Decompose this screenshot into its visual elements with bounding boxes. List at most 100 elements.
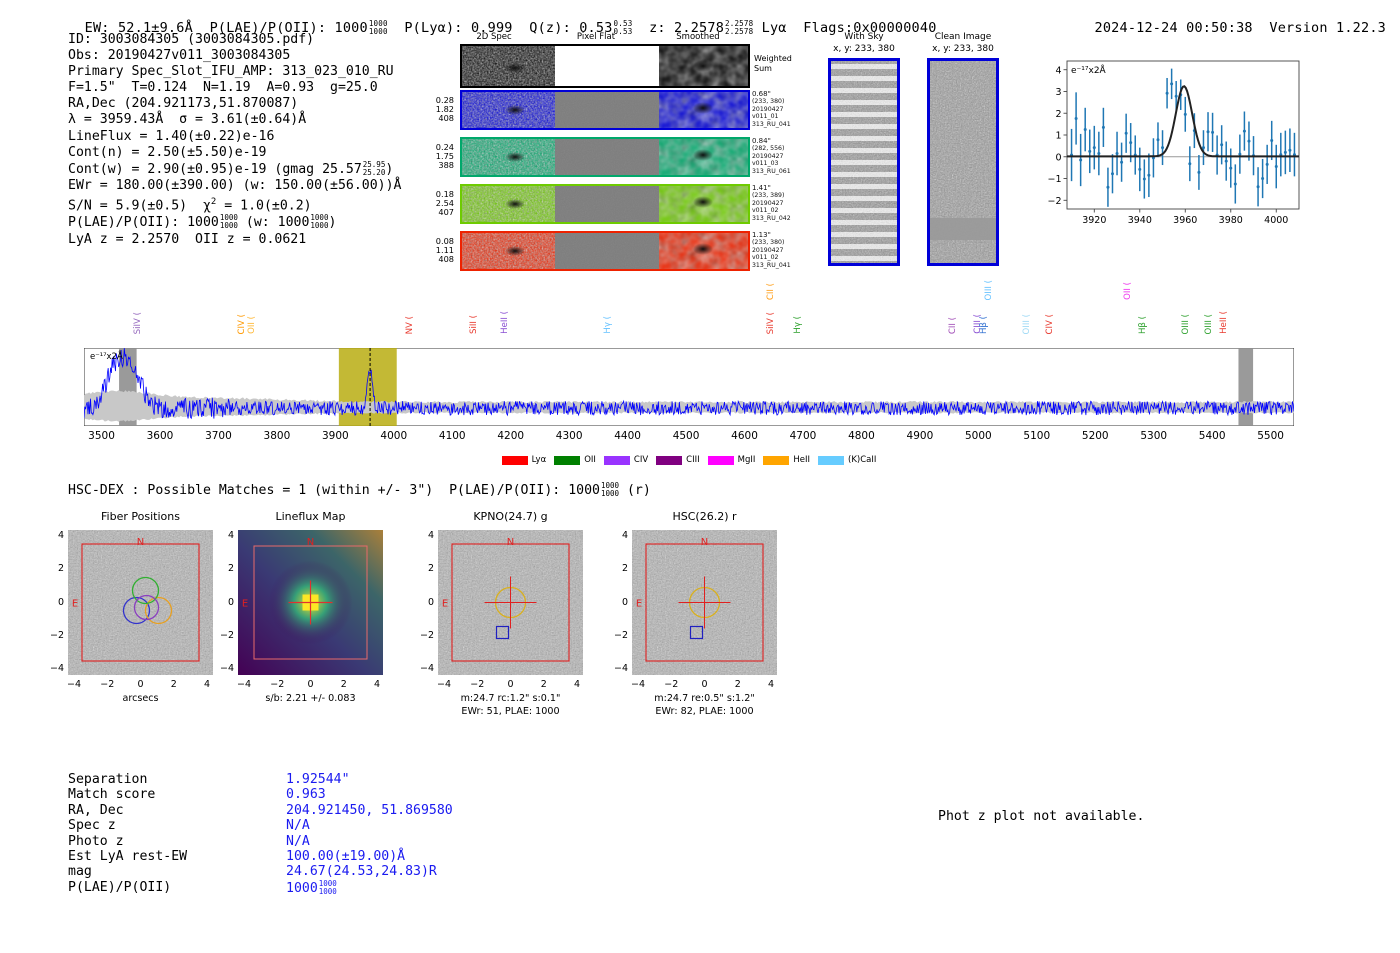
svg-text:N: N <box>507 537 514 548</box>
legend-item: MgII <box>707 455 755 465</box>
legend-swatch <box>818 455 845 465</box>
emission-line-label: NV ( <box>404 315 415 334</box>
header-summary-line: EW: 52.1±9.6Å P(LAE)/P(OII): 1000 1000 100… <box>68 4 937 37</box>
cutout-caption-line1: m:24.7 re:0.5" s:1.2" <box>654 693 755 704</box>
cutout-panel[interactable]: HSC(26.2) r N E −4 −4 −2 −2 0 0 2 2 4 4 m:24.7 re:0.5… <box>614 510 777 717</box>
header-z: z: 2.2578 <box>649 20 725 36</box>
cutout-with-sky-title: With Sky <box>844 32 884 42</box>
match-details-table: Separation 1.92544" Match score 0.963 RA, De… <box>68 772 453 896</box>
table-row-value: 1.92544" <box>286 772 350 787</box>
cutout-xtick: 4 <box>203 679 211 690</box>
cutout-panel-caption: arcsecs <box>68 693 213 706</box>
table-row: mag 24.67(24.53,24.83)R <box>68 864 453 879</box>
cutout-panel-image[interactable]: NE <box>68 530 213 675</box>
spec2d-row-left-stats: 0.18 2.54 407 <box>435 189 454 218</box>
spectrum-xtick: 5000 <box>964 430 992 442</box>
cutout-ytick: −2 <box>219 629 234 641</box>
spec2d-row-image <box>460 137 750 177</box>
legend-swatch <box>656 455 683 465</box>
cutout-panel[interactable]: KPNO(24.7) g N E −4 −4 −2 −2 0 0 2 2 4 4 m:24.7 rc:1.… <box>420 510 583 717</box>
spectrum-xtick: 3800 <box>263 430 291 442</box>
cutout-panel-image[interactable]: NE <box>238 530 383 675</box>
spectrum-xtick: 5400 <box>1198 430 1226 442</box>
cutout-xtick: 2 <box>170 679 177 690</box>
cutout-panel-image[interactable]: NE <box>438 530 583 675</box>
legend-item: HeII <box>763 455 810 465</box>
spec2d-row-meta: 0.84" (282, 556) 20190427 v011_03 313_RU_061 <box>752 137 791 175</box>
spectrum-xtick: 5500 <box>1257 430 1284 442</box>
header-timestamp-version: 2024-12-24 00:50:38 Version 1.22.3 <box>1078 4 1386 36</box>
spectrum-xtick: 4400 <box>614 430 641 442</box>
cutout-xtick: −4 <box>66 679 81 690</box>
cutout-panel-title: KPNO(24.7) g <box>473 510 548 523</box>
hsc-dex-summary: HSC-DEX : Possible Matches = 1 (within +… <box>68 482 651 499</box>
table-row-value: N/A <box>286 818 310 834</box>
info-primary-spec-slot: Primary Spec_Slot_IFU_AMP: 313_023_010_R… <box>68 64 394 80</box>
cutout-xtick: 0 <box>137 679 144 690</box>
table-plae-fraction: 1000 1000 <box>318 878 337 896</box>
table-row: RA, Dec 204.921450, 51.869580 <box>68 803 453 818</box>
header-z-type: Lyα <box>761 20 787 36</box>
cutout-panel-title: Lineflux Map <box>275 510 346 523</box>
svg-text:−1: −1 <box>1047 174 1061 185</box>
cutout-ytick: −4 <box>613 663 628 674</box>
spectrum-xtick: 5200 <box>1081 430 1109 442</box>
cutout-ytick: −2 <box>419 629 434 641</box>
cutout-panel-image[interactable]: NE <box>632 530 777 675</box>
header-plya: P(Lyα): 0.999 <box>404 20 513 36</box>
table-row-value: N/A <box>286 833 310 849</box>
cutout-ytick: 4 <box>57 530 64 541</box>
cutout-xtick: −4 <box>236 679 251 690</box>
cutout-xtick: 4 <box>373 679 381 690</box>
full-spectrum-chart: 024e⁻¹⁷x2Å 35003600370038003900400041004… <box>74 280 1295 465</box>
cutout-caption-line1: s/b: 2.21 +/- 0.083 <box>265 693 356 704</box>
legend-label: (K)CaII <box>848 455 877 465</box>
legend-item: (K)CaII <box>818 455 876 465</box>
svg-text:E: E <box>72 599 78 610</box>
svg-text:0: 0 <box>1055 152 1061 163</box>
spectrum-xtick: 5100 <box>1023 430 1051 442</box>
header-qz-fraction: 0.53 0.53 <box>613 19 633 36</box>
cutout-xtick: 2 <box>540 679 547 690</box>
emission-line-label: SiIV ( <box>766 311 777 334</box>
legend-swatch <box>603 455 630 465</box>
svg-text:1: 1 <box>1055 131 1061 142</box>
hsc-dex-filter: (r) <box>626 483 651 498</box>
cutout-ytick: 0 <box>57 596 64 608</box>
spec2d-row-left-stats: 0.28 1.82 408 <box>435 95 454 124</box>
table-row-value: 204.921450, 51.869580 <box>286 802 453 818</box>
info-cont-n: Cont(n) = 2.50(±5.50)e-19 <box>68 144 267 160</box>
spectrum-xtick: 5300 <box>1140 430 1168 442</box>
emission-line-label: OIII ( <box>984 279 995 300</box>
spec2d-row-left-stats: 0.24 1.75 388 <box>435 142 454 171</box>
emission-line-label: HeII ( <box>500 311 511 334</box>
cutout-ytick: 2 <box>427 563 434 575</box>
legend-label: CIII <box>686 455 700 465</box>
svg-text:E: E <box>442 599 448 610</box>
table-row: Spec z N/A <box>68 818 453 833</box>
emission-line-label: Hγ ( <box>793 316 804 334</box>
table-row: P(LAE)/P(OII) 1000 1000 1000 <box>68 878 453 896</box>
cutout-ytick: −4 <box>419 663 434 674</box>
spec2d-row-image <box>460 231 750 271</box>
spec2d-col-title-pixelflat: Pixel Flat <box>576 32 616 42</box>
cutout-clean-title: Clean Image <box>934 32 992 42</box>
legend-item: CIII <box>656 455 700 465</box>
cutout-panel-title: Fiber Positions <box>101 510 180 523</box>
spectrum-xtick: 4900 <box>906 430 934 442</box>
spec2d-col-title-smoothed: Smoothed <box>676 32 720 42</box>
cutout-ytick: 4 <box>427 530 434 541</box>
emission-line-label: SiIV ( <box>132 311 143 334</box>
cutout-xtick: 4 <box>573 679 581 690</box>
legend-item: CIV <box>603 455 648 465</box>
cutout-caption-line1: arcsecs <box>122 693 159 704</box>
cutout-ytick: 0 <box>427 596 434 608</box>
cutout-panel[interactable]: Fiber Positions N E −4 −4 −2 −2 0 0 2 2 4 4 arcsecs <box>50 510 213 704</box>
svg-text:3940: 3940 <box>1128 215 1152 226</box>
cutout-ytick: 0 <box>227 596 234 608</box>
legend-item: Lyα <box>501 455 546 465</box>
svg-text:e⁻¹⁷x2Å: e⁻¹⁷x2Å <box>90 350 123 362</box>
svg-text:4: 4 <box>1055 65 1061 76</box>
cutout-panel[interactable]: Lineflux Map N E −4 −4 −2 −2 0 0 2 2 4 4 s/b: 2.21 +/… <box>220 510 383 704</box>
table-row-value: 100.00(±19.00)Å <box>286 849 406 865</box>
